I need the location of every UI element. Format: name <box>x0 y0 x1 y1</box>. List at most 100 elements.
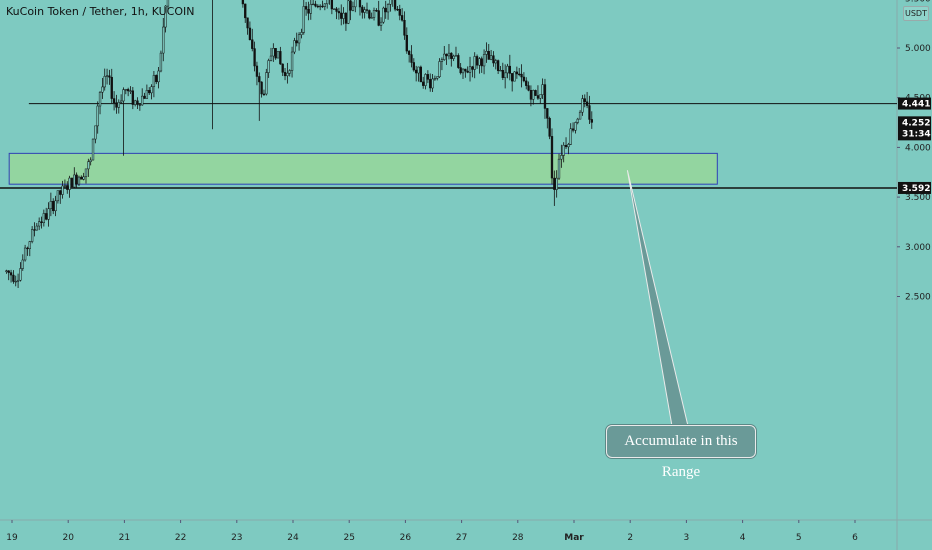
candle-body <box>543 84 547 109</box>
candle-body <box>358 0 362 8</box>
candle-body <box>471 66 474 70</box>
candle-body <box>396 8 399 11</box>
candle-body <box>136 100 139 105</box>
candle-body <box>576 118 579 123</box>
candle-body <box>145 90 149 99</box>
candle-body <box>403 20 406 36</box>
x-tick-label: 2 <box>627 533 633 543</box>
candle-body <box>35 225 38 231</box>
callout-pointer <box>626 170 689 427</box>
candle-body <box>541 84 544 95</box>
candle-body <box>377 10 380 26</box>
range-zone-rect[interactable] <box>8 152 718 185</box>
x-tick-label: 21 <box>119 533 130 543</box>
candle-body <box>21 259 24 269</box>
candle-body <box>333 8 336 10</box>
candle-body <box>241 0 245 5</box>
candle-body <box>494 60 497 64</box>
candle-body <box>527 85 530 91</box>
annotation-callout[interactable]: Accumulate in this Range <box>606 425 756 480</box>
candle-body <box>581 98 584 113</box>
candle-body <box>300 32 303 35</box>
x-tick-label: 20 <box>62 533 74 543</box>
currency-unit-badge[interactable]: USDT <box>903 6 929 21</box>
candle-body <box>319 5 322 8</box>
candle-body <box>14 280 17 283</box>
candle-body <box>450 52 453 59</box>
candle-body <box>398 8 401 16</box>
candle-body <box>386 4 390 13</box>
candle-body <box>283 72 287 77</box>
candle-body <box>536 95 540 99</box>
candle-body <box>445 53 448 57</box>
candle-body <box>412 62 415 71</box>
candle-body <box>309 3 312 14</box>
candle-body <box>314 3 317 7</box>
candle-body <box>499 70 502 72</box>
x-tick-label: 27 <box>456 533 467 543</box>
candle-body <box>393 0 397 10</box>
candle-body <box>267 60 270 73</box>
x-tick-label: Mar <box>564 533 584 543</box>
x-tick-label: 4 <box>740 533 746 543</box>
candle-body <box>258 76 261 83</box>
price-level-lines <box>0 103 897 189</box>
candle-body <box>438 61 441 77</box>
candle-body <box>307 9 310 14</box>
candle-body <box>564 144 568 148</box>
candle-body <box>585 101 589 106</box>
candle-body <box>66 185 69 190</box>
candle-body <box>372 10 376 18</box>
candle-body <box>454 55 458 57</box>
candle-body <box>7 270 10 273</box>
candle-body <box>316 5 319 8</box>
candle-body <box>361 6 364 13</box>
candle-body <box>63 185 67 187</box>
candle-body <box>159 52 163 72</box>
candle-body <box>276 51 280 59</box>
candle-body <box>506 65 509 74</box>
candle-body <box>70 177 74 188</box>
candle-body <box>410 54 413 63</box>
candle-body <box>89 159 92 162</box>
candle-body <box>40 221 43 223</box>
candle-body <box>52 200 55 212</box>
candle-body <box>461 68 465 74</box>
candle-body <box>251 39 254 49</box>
candle-body <box>447 52 451 57</box>
candle-body <box>134 100 137 105</box>
candle-body <box>138 104 142 106</box>
candle-body <box>513 71 516 82</box>
candle-body <box>295 40 298 44</box>
last-price-tag-bg <box>898 116 931 141</box>
candle-body <box>457 55 460 68</box>
candle-body <box>419 66 423 83</box>
candle-body <box>424 74 427 86</box>
candle-body <box>260 81 263 95</box>
candle-body <box>122 89 125 102</box>
candle-body <box>433 78 437 80</box>
candle-body <box>342 12 345 19</box>
candle-body <box>417 66 420 74</box>
x-tick-label: 24 <box>287 533 299 543</box>
candle-body <box>131 90 134 105</box>
candle-body <box>9 272 13 276</box>
accumulation-range-zone <box>8 152 718 185</box>
x-tick-label: 28 <box>512 533 524 543</box>
candle-body <box>91 138 95 161</box>
candle-body <box>379 21 383 26</box>
candle-body <box>567 144 570 148</box>
candle-series <box>5 0 593 289</box>
candle-body <box>522 76 526 82</box>
candle-body <box>370 17 373 19</box>
candle-body <box>288 70 291 74</box>
candle-body <box>293 40 296 53</box>
candle-body <box>119 100 123 103</box>
candle-body <box>75 174 78 185</box>
candle-body <box>152 75 156 87</box>
candle-body <box>407 50 411 55</box>
candle-body <box>272 48 275 57</box>
candle-body <box>440 59 444 62</box>
candle-body <box>330 0 334 10</box>
